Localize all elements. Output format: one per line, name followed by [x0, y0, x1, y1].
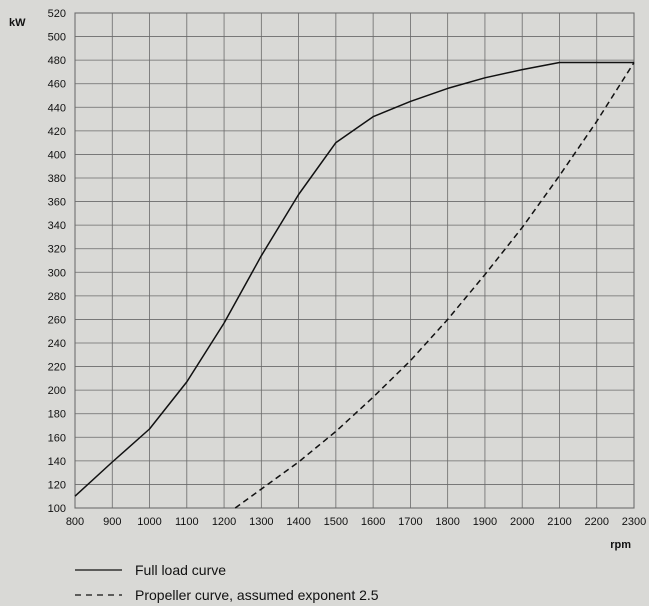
full-load-curve-line: [74, 61, 634, 497]
y-tick-label: 280: [48, 291, 66, 303]
plot-area: [74, 12, 635, 509]
x-tick-label: 800: [66, 516, 84, 528]
x-tick-label: 1200: [212, 516, 236, 528]
grid: [74, 12, 635, 509]
y-axis-label: kW: [9, 17, 26, 29]
legend: Full load curve Propeller curve, assumed…: [75, 562, 379, 603]
series: [74, 61, 635, 509]
y-tick-label: 120: [48, 479, 66, 491]
x-tick-label: 1900: [473, 516, 497, 528]
x-tick-label: 900: [103, 516, 121, 528]
x-tick-label: 2300: [622, 516, 646, 528]
y-tick-label: 360: [48, 197, 66, 209]
x-tick-label: 1100: [175, 516, 199, 528]
x-tick-label: 1500: [324, 516, 348, 528]
y-tick-label: 100: [48, 503, 66, 515]
y-tick-label: 480: [48, 55, 66, 67]
y-tick-label: 260: [48, 314, 66, 326]
x-tick-label: 1700: [398, 516, 422, 528]
y-tick-label: 180: [48, 409, 66, 421]
tick-labels: 800 900 1000 1100 1200 1300 1400 1500 1600 1700 18…: [48, 8, 647, 528]
legend-label-propeller: Propeller curve, assumed exponent 2.5: [135, 587, 379, 603]
x-tick-label: 1600: [361, 516, 385, 528]
y-tick-label: 380: [48, 173, 66, 185]
x-tick-label: 2100: [547, 516, 571, 528]
x-tick-label: 1300: [249, 516, 273, 528]
y-tick-label: 300: [48, 267, 66, 279]
y-tick-label: 340: [48, 220, 66, 232]
x-tick-label: 1400: [286, 516, 310, 528]
x-tick-label: 1000: [137, 516, 161, 528]
y-tick-label: 160: [48, 432, 66, 444]
y-tick-label: 460: [48, 79, 66, 91]
y-tick-label: 400: [48, 149, 66, 161]
y-tick-label: 240: [48, 338, 66, 350]
y-tick-label: 440: [48, 102, 66, 114]
y-tick-label: 200: [48, 385, 66, 397]
y-tick-label: 520: [48, 8, 66, 20]
x-tick-label: 1800: [435, 516, 459, 528]
y-tick-label: 140: [48, 456, 66, 468]
y-tick-label: 220: [48, 362, 66, 374]
x-tick-label: 2000: [510, 516, 534, 528]
x-axis-label: rpm: [610, 539, 631, 551]
y-tick-label: 320: [48, 244, 66, 256]
propeller-curve-line: [234, 62, 635, 509]
y-tick-label: 420: [48, 126, 66, 138]
x-tick-label: 2200: [584, 516, 608, 528]
legend-label-full-load: Full load curve: [135, 562, 226, 578]
y-tick-label: 500: [48, 32, 66, 44]
